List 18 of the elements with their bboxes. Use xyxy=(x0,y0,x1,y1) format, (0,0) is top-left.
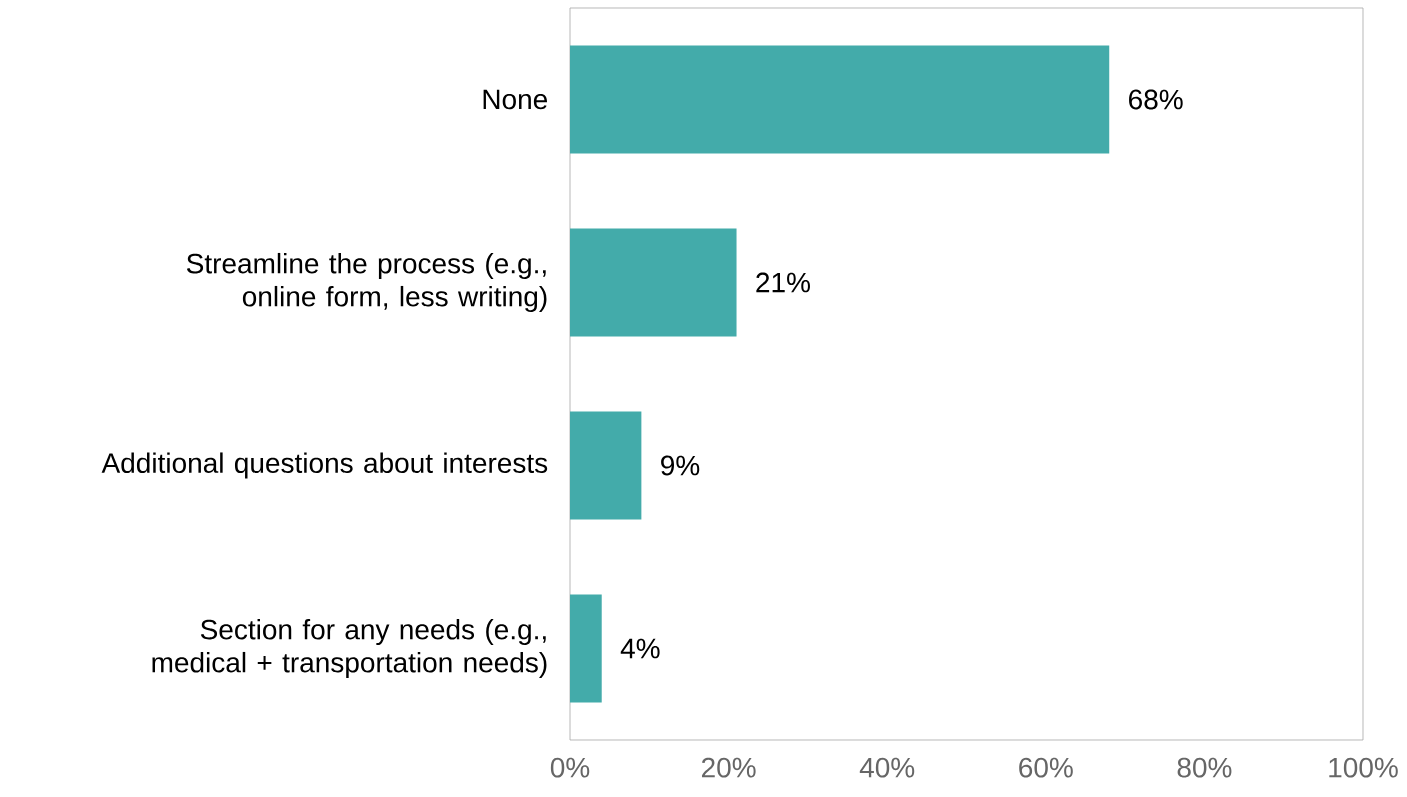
x-tick-label: 100% xyxy=(1329,757,1398,778)
data-label: 9% xyxy=(661,455,700,476)
y-tick-label: None xyxy=(483,89,548,110)
y-tick-label: Additional questions about interests xyxy=(101,452,548,479)
x-tick-label: 60% xyxy=(1019,757,1073,778)
x-tick-label: 40% xyxy=(859,757,915,778)
data-label: 68% xyxy=(1129,89,1183,110)
data-label: 4% xyxy=(620,638,660,659)
bar xyxy=(570,45,1110,154)
bar xyxy=(570,594,602,703)
bar xyxy=(570,228,737,337)
data-label: 21% xyxy=(756,272,810,293)
x-tick-label: 0% xyxy=(550,757,590,778)
x-tick-label: 20% xyxy=(701,757,756,778)
y-tick-label: Streamline the process (e.g., online form, less writing) xyxy=(186,252,547,313)
bar xyxy=(570,411,642,520)
x-tick-label: 80% xyxy=(1177,757,1232,778)
y-tick-label: Section for any needs (e.g., medical + transportation needs) xyxy=(152,618,547,679)
